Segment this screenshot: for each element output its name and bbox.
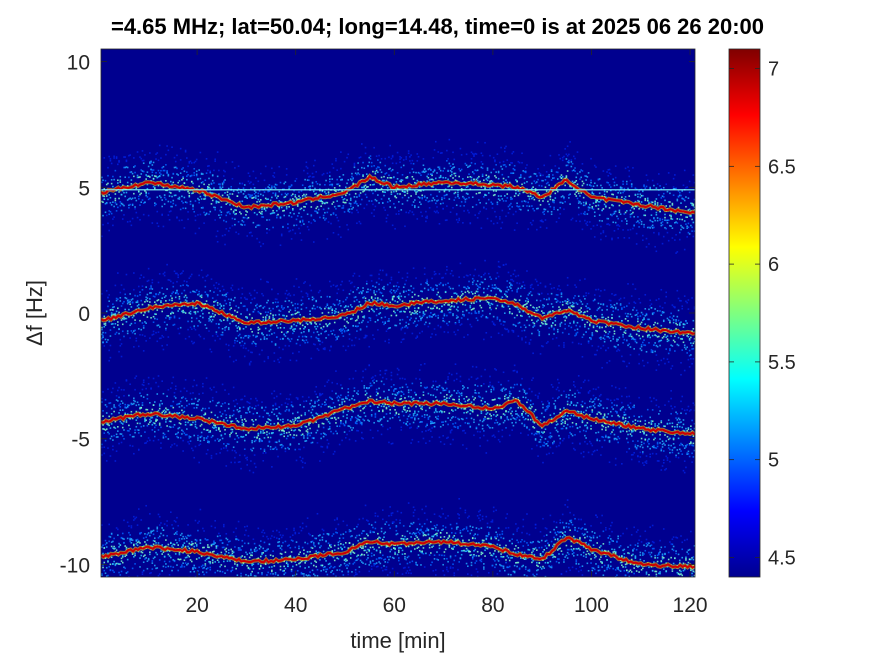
y-tick-label: 5 bbox=[78, 177, 90, 200]
y-axis-label: Δf [Hz] bbox=[22, 280, 47, 346]
x-axis: 20 40 60 80 100 120 bbox=[185, 49, 708, 617]
colorbar-tick-label: 4.5 bbox=[768, 547, 796, 569]
colorbar-tick-label: 5.5 bbox=[768, 352, 796, 374]
x-tick-label: 120 bbox=[673, 594, 708, 617]
trace-3 bbox=[101, 497, 695, 577]
x-tick-label: 40 bbox=[284, 594, 307, 617]
plot-area bbox=[100, 48, 696, 578]
y-tick-label: 0 bbox=[78, 303, 90, 326]
plot-background bbox=[101, 49, 695, 577]
trace-0 bbox=[101, 138, 695, 254]
trace-2 bbox=[101, 363, 695, 474]
colorbar-gradient bbox=[728, 48, 761, 578]
y-axis: -10 -5 0 5 10 bbox=[60, 52, 695, 577]
colorbar-tick-label: 6 bbox=[768, 254, 779, 276]
x-tick-label: 100 bbox=[574, 594, 609, 617]
x-axis-label: time [min] bbox=[350, 628, 445, 653]
x-tick-label: 20 bbox=[185, 594, 208, 617]
colorbar: 4.5 5 5.5 6 6.5 7 bbox=[728, 48, 796, 578]
x-tick-label: 80 bbox=[481, 594, 504, 617]
chart-title: =4.65 MHz; lat=50.04; long=14.48, time=0… bbox=[110, 14, 765, 39]
x-tick-label: 60 bbox=[383, 594, 406, 617]
y-tick-label: -5 bbox=[71, 429, 90, 452]
colorbar-tick-label: 7 bbox=[768, 59, 779, 81]
colorbar-tick-label: 6.5 bbox=[768, 156, 796, 178]
y-tick-label: 10 bbox=[67, 52, 90, 75]
trace-1 bbox=[101, 259, 695, 376]
colorbar-tick-label: 5 bbox=[768, 450, 779, 472]
y-tick-label: -10 bbox=[60, 554, 90, 577]
